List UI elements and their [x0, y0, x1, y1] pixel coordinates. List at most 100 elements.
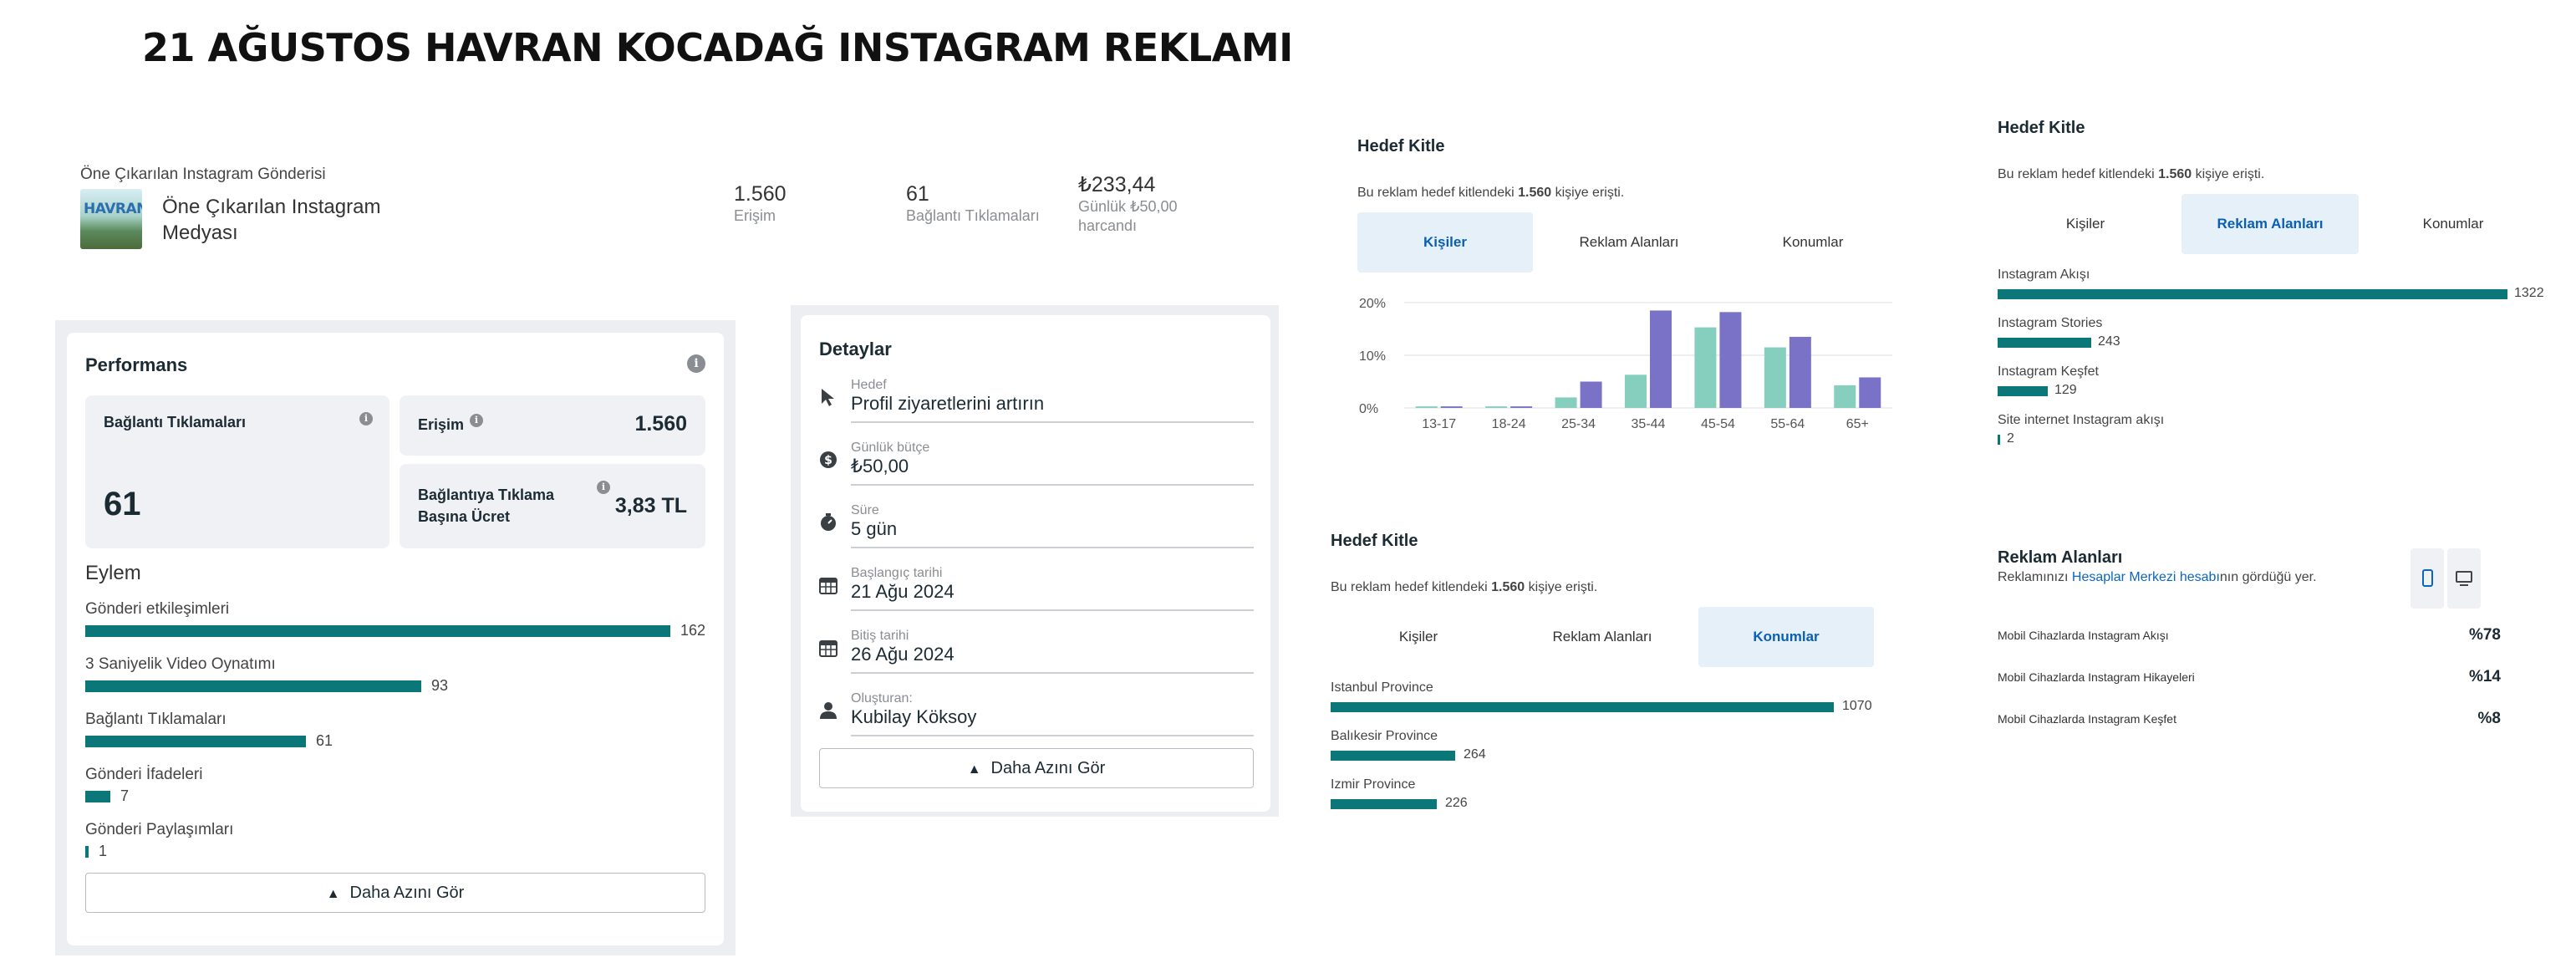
age-bar	[1485, 406, 1508, 408]
audience-locations-subtitle: Bu reklam hedef kitlendeki 1.560 kişiye …	[1331, 580, 1598, 594]
placement-label: Instagram Keşfet	[1998, 364, 2099, 379]
cpc-card: Bağlantıya Tıklama Başına Ücret i 3,83 T…	[400, 464, 705, 548]
tab-locations[interactable]: Konumlar	[2422, 216, 2484, 232]
see-less-label: Daha Azını Gör	[990, 759, 1106, 777]
age-bar	[1440, 406, 1463, 408]
action-value: 1	[99, 843, 108, 859]
accounts-center-link[interactable]: Hesaplar Merkezi hesabı	[2071, 570, 2220, 584]
post-caption: Öne Çıkarılan Instagram Gönderisi	[80, 166, 326, 183]
mobile-device-button[interactable]	[2411, 548, 2444, 609]
action-bar	[85, 736, 306, 747]
stat-value: 1.560	[734, 182, 787, 206]
stat-link-clicks: 61 Bağlantı Tıklamaları	[906, 182, 1040, 226]
age-bar	[1580, 381, 1602, 408]
mobile-icon	[2422, 569, 2433, 587]
action-value: 7	[120, 787, 130, 804]
placement-value: 129	[2054, 383, 2077, 397]
desktop-icon	[2456, 571, 2472, 586]
calendar-icon	[819, 639, 837, 657]
detail-label: Süre	[851, 503, 879, 517]
chevron-up-icon: ▲	[967, 762, 981, 777]
age-bar	[1764, 347, 1786, 408]
actions-title: Eylem	[85, 562, 141, 584]
action-label: 3 Saniyelik Video Oynatımı	[85, 655, 276, 673]
location-value: 226	[1445, 796, 1468, 810]
age-bar	[1859, 377, 1881, 408]
detail-divider	[851, 609, 1254, 611]
desktop-device-button[interactable]	[2447, 548, 2481, 609]
performance-panel: Performans i Bağlantı Tıklamaları i 61 E…	[67, 333, 724, 945]
cpc-value: 3,83 TL	[614, 494, 687, 517]
tab-placements[interactable]: Reklam Alanları	[1552, 629, 1652, 644]
see-less-button[interactable]: ▲ Daha Azını Gör	[85, 873, 705, 913]
y-tick-label: 10%	[1359, 349, 1386, 364]
details-see-less-button[interactable]: ▲ Daha Azını Gör	[819, 748, 1254, 788]
audience-age-title: Hedef Kitle	[1357, 137, 1445, 155]
stat-reach: 1.560 Erişim	[734, 182, 787, 226]
detail-divider	[851, 421, 1254, 423]
location-bar	[1331, 702, 1834, 712]
ad-placement-value: %78	[2468, 626, 2501, 644]
placement-bar	[1998, 289, 2507, 299]
info-icon[interactable]: i	[359, 412, 373, 425]
info-icon[interactable]: i	[687, 354, 705, 373]
y-tick-label: 20%	[1359, 297, 1386, 311]
location-label: Istanbul Province	[1331, 680, 1433, 695]
detail-label: Oluşturan:	[851, 691, 913, 706]
tab-placements[interactable]: Reklam Alanları	[2181, 194, 2359, 254]
detail-divider	[851, 547, 1254, 548]
x-tick-label: 65+	[1846, 417, 1869, 431]
action-value: 162	[680, 622, 706, 639]
cursor-icon	[819, 388, 837, 406]
audience-placements-title: Hedef Kitle	[1998, 119, 2085, 137]
dollar-icon: $	[819, 451, 837, 469]
age-bar	[1415, 406, 1438, 408]
x-tick-label: 45-54	[1701, 417, 1735, 431]
placement-label: Instagram Akışı	[1998, 267, 2090, 282]
tab-locations[interactable]: Konumlar	[1782, 234, 1844, 250]
placement-bar	[1998, 435, 2000, 445]
placement-label: Site internet Instagram akışı	[1998, 413, 2165, 427]
info-icon[interactable]: i	[597, 481, 610, 494]
post-thumbnail[interactable]: HAVRAN	[80, 189, 142, 249]
tab-people[interactable]: Kişiler	[1357, 212, 1533, 273]
detail-value: 26 Ağu 2024	[851, 644, 955, 665]
placement-bar	[1998, 338, 2091, 348]
tab-people[interactable]: Kişiler	[1398, 629, 1438, 644]
performance-title: Performans	[85, 354, 188, 375]
action-label: Bağlantı Tıklamaları	[85, 711, 227, 728]
detail-value: Profil ziyaretlerini artırın	[851, 393, 1045, 414]
audience-locations-title: Hedef Kitle	[1331, 532, 1418, 550]
location-label: Balıkesir Province	[1331, 729, 1438, 743]
age-bar	[1510, 406, 1533, 408]
action-label: Gönderi Paylaşımları	[85, 821, 234, 838]
ad-placement-value: %14	[2468, 668, 2501, 685]
location-label: Izmir Province	[1331, 777, 1416, 792]
stat-label: Erişim	[734, 207, 776, 224]
action-bar	[85, 846, 89, 858]
link-clicks-label: Bağlantı Tıklamaları	[104, 414, 247, 431]
tab-locations[interactable]: Konumlar	[1698, 607, 1874, 667]
tab-placements[interactable]: Reklam Alanları	[1579, 234, 1679, 250]
detail-label: Bitiş tarihi	[851, 629, 909, 643]
x-tick-label: 25-34	[1561, 417, 1596, 431]
age-bar	[1555, 397, 1577, 408]
action-bar	[85, 791, 110, 802]
see-less-label: Daha Azını Gör	[349, 884, 465, 902]
stat-label: Bağlantı Tıklamaları	[906, 207, 1040, 224]
ad-placements-subtitle: Reklamınızı Hesaplar Merkezi hesabının g…	[1998, 570, 2317, 584]
post-name: Öne Çıkarılan Instagram Medyası	[162, 196, 381, 244]
x-tick-label: 18-24	[1492, 417, 1526, 431]
info-icon[interactable]: i	[470, 414, 483, 427]
link-clicks-card: Bağlantı Tıklamaları i 61	[85, 395, 389, 548]
detail-value: Kubilay Köksoy	[851, 706, 977, 727]
detail-divider	[851, 735, 1254, 736]
ad-placement-label: Mobil Cihazlarda Instagram Hikayeleri	[1998, 670, 2195, 684]
page-title: 21 AĞUSTOS HAVRAN KOCADAĞ INSTAGRAM REKL…	[142, 25, 1293, 70]
tab-people[interactable]: Kişiler	[2065, 216, 2105, 232]
details-panel: Detaylar ▲ Daha Azını Gör Hedef Profil ziy…	[801, 315, 1270, 812]
detail-value: 5 gün	[851, 518, 898, 539]
age-bar	[1789, 336, 1811, 408]
age-bar	[1650, 310, 1672, 408]
reach-card: Erişim i 1.560	[400, 395, 705, 456]
